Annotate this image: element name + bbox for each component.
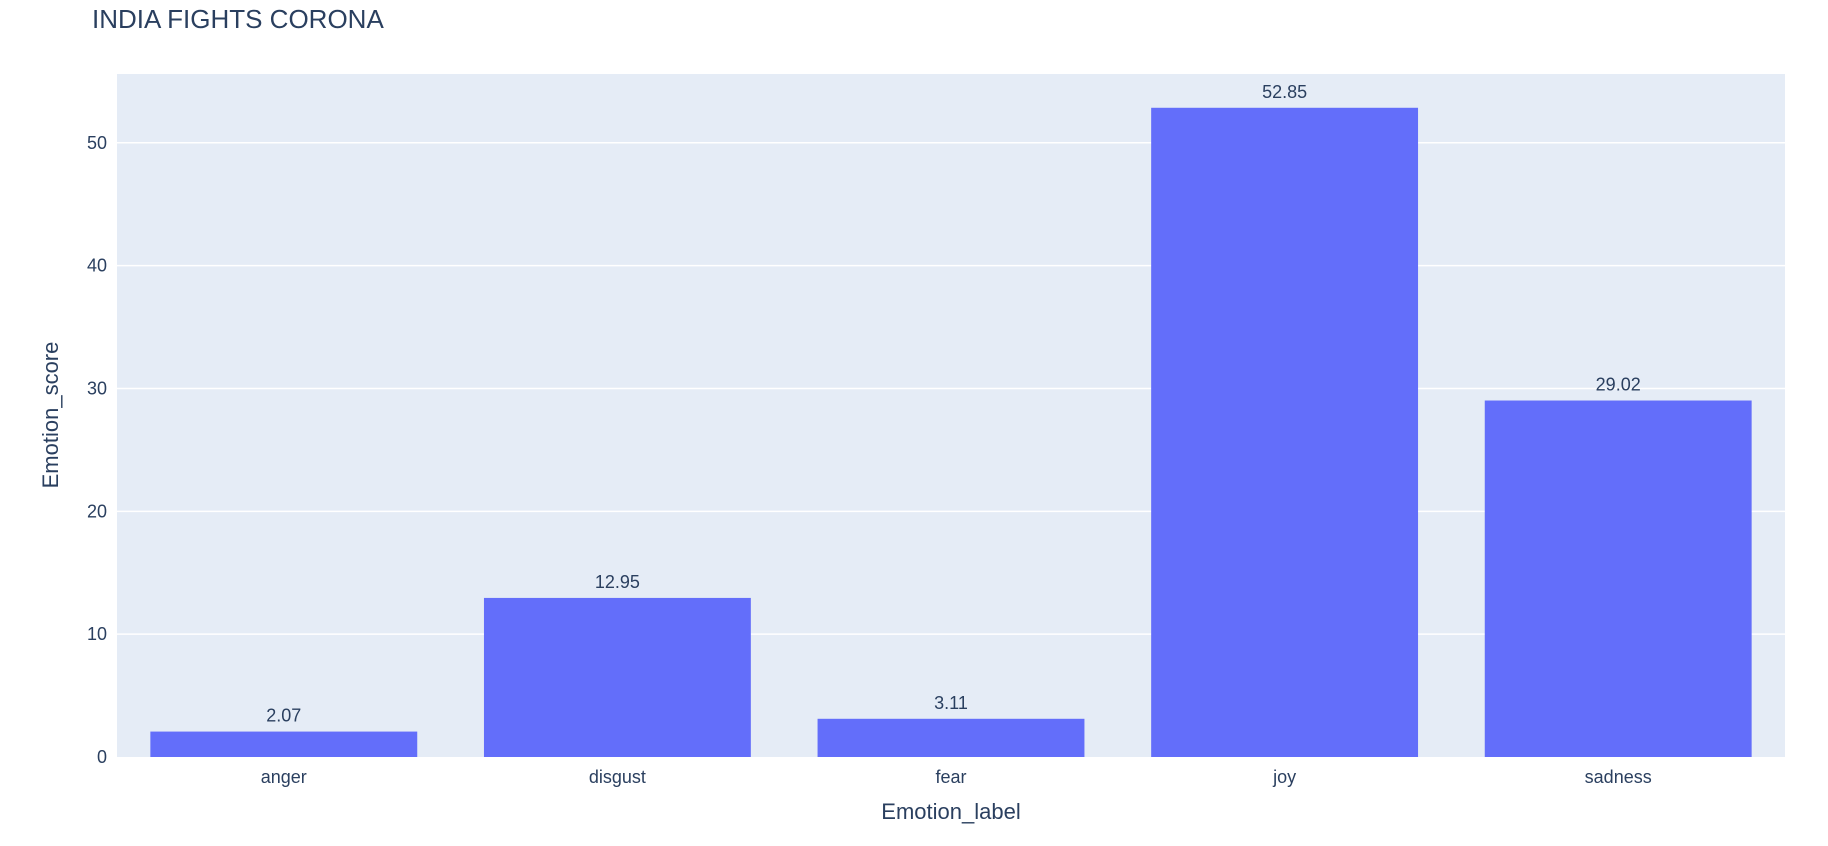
y-tick-label: 0 <box>97 747 107 767</box>
bar-value-label: 3.11 <box>934 693 968 713</box>
bar-anger[interactable] <box>150 731 418 757</box>
x-tick-label: fear <box>935 767 966 787</box>
y-axis-ticks: 0 10 20 30 40 50 <box>87 133 107 767</box>
x-axis-title: Emotion_label <box>881 799 1020 824</box>
bar-fear[interactable] <box>817 718 1085 757</box>
bar-disgust[interactable] <box>483 597 751 757</box>
y-axis-title: Emotion_score <box>38 342 63 489</box>
x-tick-label: disgust <box>589 767 646 787</box>
bar-value-label: 2.07 <box>266 706 301 726</box>
bar-value-label: 29.02 <box>1596 375 1641 395</box>
x-tick-label: sadness <box>1585 767 1652 787</box>
x-tick-label: anger <box>261 767 307 787</box>
y-tick-label: 10 <box>87 624 107 644</box>
bar-sadness[interactable] <box>1484 400 1752 757</box>
y-tick-label: 40 <box>87 256 107 276</box>
y-tick-label: 30 <box>87 378 107 398</box>
x-tick-label: joy <box>1272 767 1296 787</box>
x-axis-ticks: anger disgust fear joy sadness <box>261 767 1652 787</box>
y-tick-label: 20 <box>87 501 107 521</box>
bar-value-label: 12.95 <box>595 572 640 592</box>
bar-value-label: 52.85 <box>1262 82 1307 102</box>
chart-title: INDIA FIGHTS CORONA <box>92 4 384 34</box>
bar-joy[interactable] <box>1151 107 1419 757</box>
y-tick-label: 50 <box>87 133 107 153</box>
bars: 2.07 12.95 3.11 52.85 29.02 <box>150 82 1752 757</box>
